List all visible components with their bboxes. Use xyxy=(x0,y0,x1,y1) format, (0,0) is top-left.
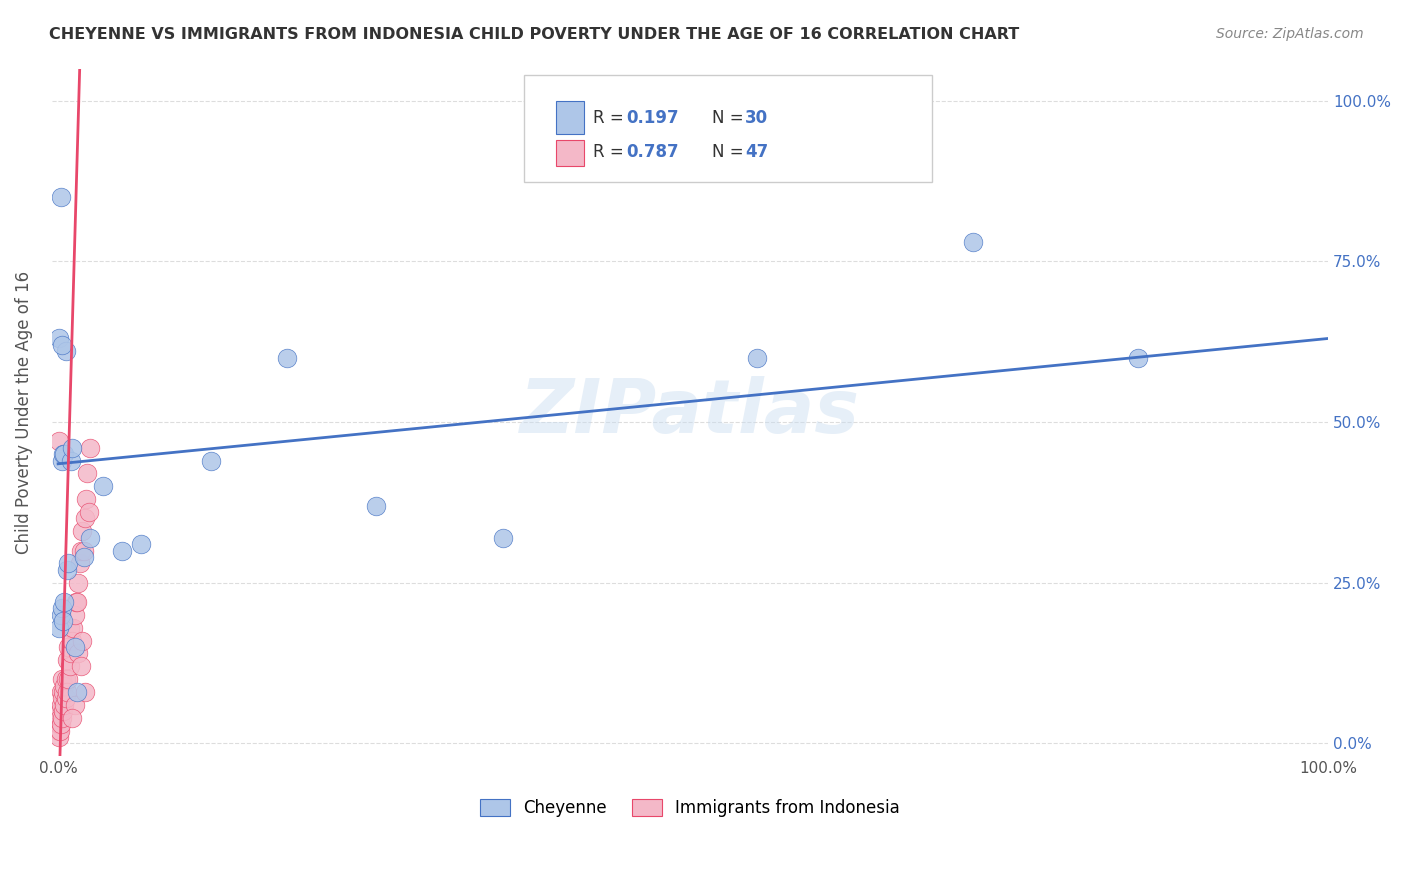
Point xyxy=(72,543,94,558)
Point xyxy=(77,505,100,519)
Point xyxy=(70,524,93,539)
Point xyxy=(48,331,70,345)
Point xyxy=(63,607,86,622)
Point xyxy=(70,659,93,673)
Point xyxy=(49,607,72,622)
Point xyxy=(58,659,80,673)
Point xyxy=(129,537,152,551)
Point xyxy=(48,730,70,744)
Point xyxy=(76,467,98,481)
Point xyxy=(49,723,72,738)
Point xyxy=(53,679,76,693)
Point xyxy=(49,685,72,699)
Point xyxy=(67,575,90,590)
Point xyxy=(51,691,73,706)
Point xyxy=(52,704,75,718)
Text: 47: 47 xyxy=(745,144,768,161)
Point xyxy=(49,698,72,712)
Point xyxy=(51,338,73,352)
Point xyxy=(63,640,86,654)
Point xyxy=(70,633,93,648)
Point xyxy=(55,672,77,686)
Point xyxy=(69,557,91,571)
Point xyxy=(55,344,77,359)
Point xyxy=(73,685,96,699)
Point xyxy=(51,711,73,725)
Point xyxy=(59,453,82,467)
Point xyxy=(58,640,80,654)
FancyBboxPatch shape xyxy=(524,76,932,182)
Text: CHEYENNE VS IMMIGRANTS FROM INDONESIA CHILD POVERTY UNDER THE AGE OF 16 CORRELAT: CHEYENNE VS IMMIGRANTS FROM INDONESIA CH… xyxy=(49,27,1019,42)
Point xyxy=(75,492,97,507)
Text: Source: ZipAtlas.com: Source: ZipAtlas.com xyxy=(1216,27,1364,41)
Point xyxy=(67,647,90,661)
Point xyxy=(53,595,76,609)
Text: 0.787: 0.787 xyxy=(626,144,679,161)
Point xyxy=(49,711,72,725)
Point xyxy=(51,601,73,615)
Point xyxy=(962,235,984,249)
Text: R =: R = xyxy=(593,109,628,127)
Point xyxy=(60,441,83,455)
Text: R =: R = xyxy=(593,144,628,161)
Point xyxy=(79,441,101,455)
Point xyxy=(62,621,84,635)
Point xyxy=(56,685,79,699)
Point xyxy=(52,615,75,629)
FancyBboxPatch shape xyxy=(555,140,583,166)
Point xyxy=(58,621,80,635)
Point xyxy=(70,543,93,558)
Point xyxy=(53,698,76,712)
Point xyxy=(200,453,222,467)
Point xyxy=(63,698,86,712)
Point xyxy=(58,672,80,686)
Text: N =: N = xyxy=(711,144,748,161)
Point xyxy=(48,434,70,449)
Text: N =: N = xyxy=(711,109,748,127)
FancyBboxPatch shape xyxy=(555,101,583,134)
Point xyxy=(52,447,75,461)
Text: 0.197: 0.197 xyxy=(626,109,679,127)
Point xyxy=(276,351,298,365)
Point xyxy=(66,595,89,609)
Legend: Cheyenne, Immigrants from Indonesia: Cheyenne, Immigrants from Indonesia xyxy=(474,792,907,823)
Point xyxy=(60,711,83,725)
Y-axis label: Child Poverty Under the Age of 16: Child Poverty Under the Age of 16 xyxy=(15,271,32,554)
Point xyxy=(48,621,70,635)
Point xyxy=(73,511,96,525)
Point xyxy=(491,531,513,545)
Point xyxy=(53,447,76,461)
Point xyxy=(79,531,101,545)
Point xyxy=(48,723,70,738)
Point xyxy=(52,685,75,699)
Point xyxy=(58,557,80,571)
Point xyxy=(55,691,77,706)
Point xyxy=(56,653,79,667)
Point xyxy=(51,453,73,467)
Point xyxy=(66,685,89,699)
Point xyxy=(364,499,387,513)
Point xyxy=(60,633,83,648)
Point xyxy=(48,717,70,731)
Point xyxy=(1126,351,1149,365)
Text: 30: 30 xyxy=(745,109,768,127)
Point xyxy=(51,672,73,686)
Point xyxy=(49,717,72,731)
Point xyxy=(56,563,79,577)
Point xyxy=(48,704,70,718)
Point xyxy=(65,595,87,609)
Point xyxy=(91,479,114,493)
Text: ZIPatlas: ZIPatlas xyxy=(520,376,860,449)
Point xyxy=(59,647,82,661)
Point xyxy=(72,549,94,564)
Point xyxy=(745,351,768,365)
Point xyxy=(110,543,132,558)
Point xyxy=(49,190,72,204)
